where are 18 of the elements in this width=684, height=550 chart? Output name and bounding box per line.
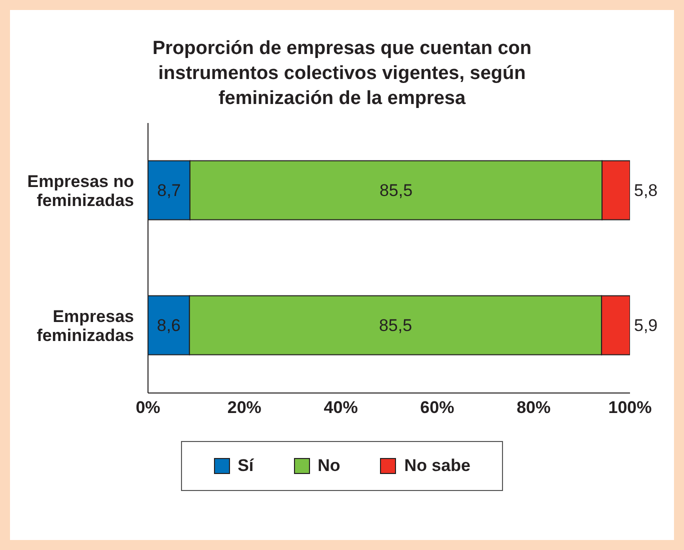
data-label: 5,9 — [634, 316, 658, 335]
chart-title: Proporción de empresas que cuentan con instrumentos colectivos vigentes, según feminización de la empresa — [151, 37, 533, 111]
data-label: 8,7 — [157, 180, 181, 200]
x-tick-label: 40% — [324, 398, 358, 418]
legend-label: No — [318, 456, 340, 476]
legend-label: No sabe — [404, 456, 470, 476]
data-label: 85,5 — [379, 180, 413, 200]
y-tick-label: Empresas feminizadas — [36, 306, 134, 344]
x-tick-label: 100% — [608, 398, 652, 418]
x-tick-label: 0% — [136, 398, 160, 418]
x-tick-label: 60% — [420, 398, 454, 418]
legend-label: Sí — [238, 456, 254, 476]
x-tick-label: 20% — [227, 398, 262, 418]
x-tick-label: 80% — [516, 398, 551, 418]
data-label: 8,6 — [156, 316, 181, 335]
y-tick-label: Empresas no feminizadas — [27, 172, 134, 210]
data-label: 85,5 — [378, 316, 412, 335]
data-label: 5,8 — [634, 180, 658, 200]
